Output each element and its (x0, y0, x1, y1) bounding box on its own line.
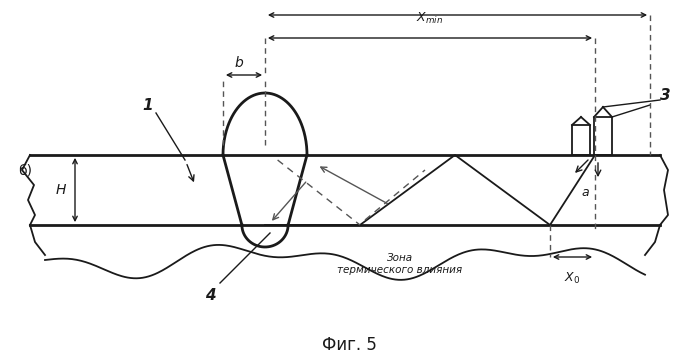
Text: Фиг. 5: Фиг. 5 (322, 336, 376, 354)
Text: H: H (56, 183, 66, 197)
Text: 3: 3 (660, 87, 670, 102)
Text: 4: 4 (205, 287, 215, 302)
Text: б): б) (18, 163, 32, 177)
Text: $X_{max}$: $X_{max}$ (442, 0, 472, 3)
Text: 1: 1 (142, 97, 154, 112)
Text: b: b (235, 56, 244, 70)
Text: $X_0$: $X_0$ (564, 271, 580, 286)
Text: a: a (581, 186, 589, 200)
Text: $X_{min}$: $X_{min}$ (417, 11, 443, 26)
Text: Зона
термического влияния: Зона термического влияния (337, 253, 463, 275)
